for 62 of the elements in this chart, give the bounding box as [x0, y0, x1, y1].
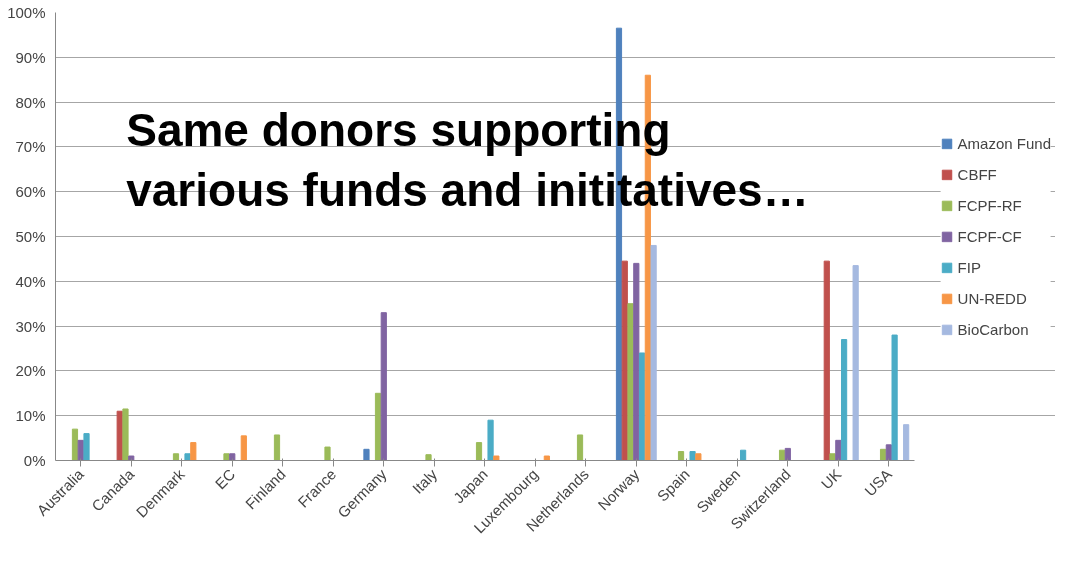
bar	[835, 439, 842, 461]
bar	[128, 455, 135, 461]
bar	[576, 434, 584, 461]
y-tick-label: 80%	[15, 93, 46, 111]
bar	[493, 455, 500, 461]
legend-label: FIP	[957, 258, 981, 276]
y-tick-label: 90%	[15, 48, 46, 66]
legend-label: CBFF	[957, 165, 997, 183]
bar	[363, 448, 370, 461]
bar	[122, 408, 129, 461]
bar	[229, 453, 236, 461]
bar	[739, 449, 747, 461]
bar	[71, 428, 79, 461]
bar	[784, 447, 791, 461]
bar	[380, 312, 387, 461]
y-tick-label: 40%	[15, 272, 46, 290]
bar	[689, 451, 696, 461]
bar	[240, 435, 247, 461]
bar	[852, 265, 859, 461]
bar	[273, 434, 281, 461]
legend-label: UN-REDD	[957, 289, 1027, 307]
bar	[891, 334, 898, 461]
bar	[487, 419, 494, 461]
bar	[324, 446, 331, 461]
bar	[184, 453, 191, 461]
bar	[903, 424, 910, 461]
bar	[190, 442, 197, 461]
bar	[695, 453, 702, 461]
y-tick-label: 30%	[15, 317, 46, 335]
x-tick-label: Italy	[408, 465, 441, 497]
bar	[172, 453, 180, 461]
bar	[374, 392, 382, 461]
legend-label: FCPF-RF	[957, 196, 1022, 214]
bar	[677, 451, 685, 461]
legend-label: Amazon Fund	[957, 134, 1051, 152]
x-tick-label: EC	[211, 465, 239, 493]
bar	[650, 244, 657, 461]
bar	[543, 455, 550, 461]
y-tick-label: 100%	[7, 4, 46, 21]
bar	[633, 262, 640, 461]
x-tick-label: USA	[861, 465, 895, 500]
x-tick-label: UK	[817, 465, 845, 493]
legend-label: BioCarbon	[957, 320, 1029, 338]
y-tick-label: 20%	[15, 362, 46, 380]
bar	[638, 352, 646, 461]
y-tick-label: 70%	[15, 138, 46, 156]
bar	[829, 453, 836, 461]
y-tick-label: 50%	[15, 228, 46, 245]
bar	[425, 454, 432, 461]
y-tick-label: 10%	[15, 407, 46, 425]
bar	[627, 303, 634, 461]
legend-label: FCPF-CF	[957, 227, 1022, 245]
bar	[823, 260, 830, 461]
bar	[475, 442, 483, 461]
y-tick-label: 0%	[23, 452, 46, 469]
bar	[778, 449, 786, 461]
bar	[116, 410, 123, 461]
bar	[841, 339, 848, 461]
y-tick-label: 60%	[15, 183, 46, 201]
bar	[879, 448, 887, 461]
bar	[223, 453, 230, 461]
bar	[83, 433, 90, 461]
